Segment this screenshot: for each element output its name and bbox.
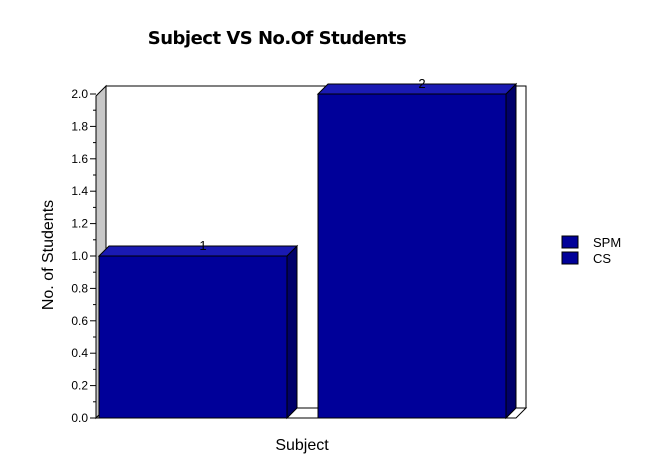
bar-front <box>317 93 507 419</box>
y-tick-label: 0.8 <box>71 281 88 295</box>
y-tick-label: 0.4 <box>71 346 88 360</box>
bar-top <box>316 83 518 95</box>
x-axis-title: Subject <box>275 437 329 454</box>
y-tick-label: 1.6 <box>71 152 88 166</box>
legend-item-cs: CS <box>561 251 611 266</box>
legend-label: CS <box>593 251 611 266</box>
y-tick-label: 0.2 <box>71 379 88 393</box>
y-tick-label: 2.0 <box>71 87 88 101</box>
chart-title: Subject VS No.Of Students <box>147 28 407 49</box>
y-tick-label: 1.0 <box>71 249 88 263</box>
legend-item-spm: SPM <box>561 235 621 250</box>
y-tick-label: 0.0 <box>71 411 88 425</box>
legend-label: SPM <box>593 235 621 250</box>
bar-front <box>98 255 288 419</box>
y-tick-label: 1.8 <box>71 119 88 133</box>
y-axis: 0.0 0.2 0.4 0.6 0.8 1.0 1.2 1.4 1.6 1.8 2.0 <box>71 87 96 425</box>
legend-swatch <box>561 251 579 265</box>
data-label: 2 <box>418 76 425 91</box>
bar-spm <box>97 244 299 420</box>
y-axis-title: No. of Students <box>40 200 57 310</box>
legend-swatch <box>561 235 579 249</box>
bar-side <box>286 244 298 420</box>
bar-side <box>505 82 517 420</box>
y-tick-label: 1.4 <box>71 184 88 198</box>
data-label: 1 <box>199 238 206 253</box>
data-labels: 12 <box>199 76 425 253</box>
y-tick-label: 1.2 <box>71 217 88 231</box>
bars <box>97 82 518 420</box>
bar-top <box>97 245 299 257</box>
y-tick-label: 0.6 <box>71 314 88 328</box>
bar-cs <box>316 82 518 420</box>
